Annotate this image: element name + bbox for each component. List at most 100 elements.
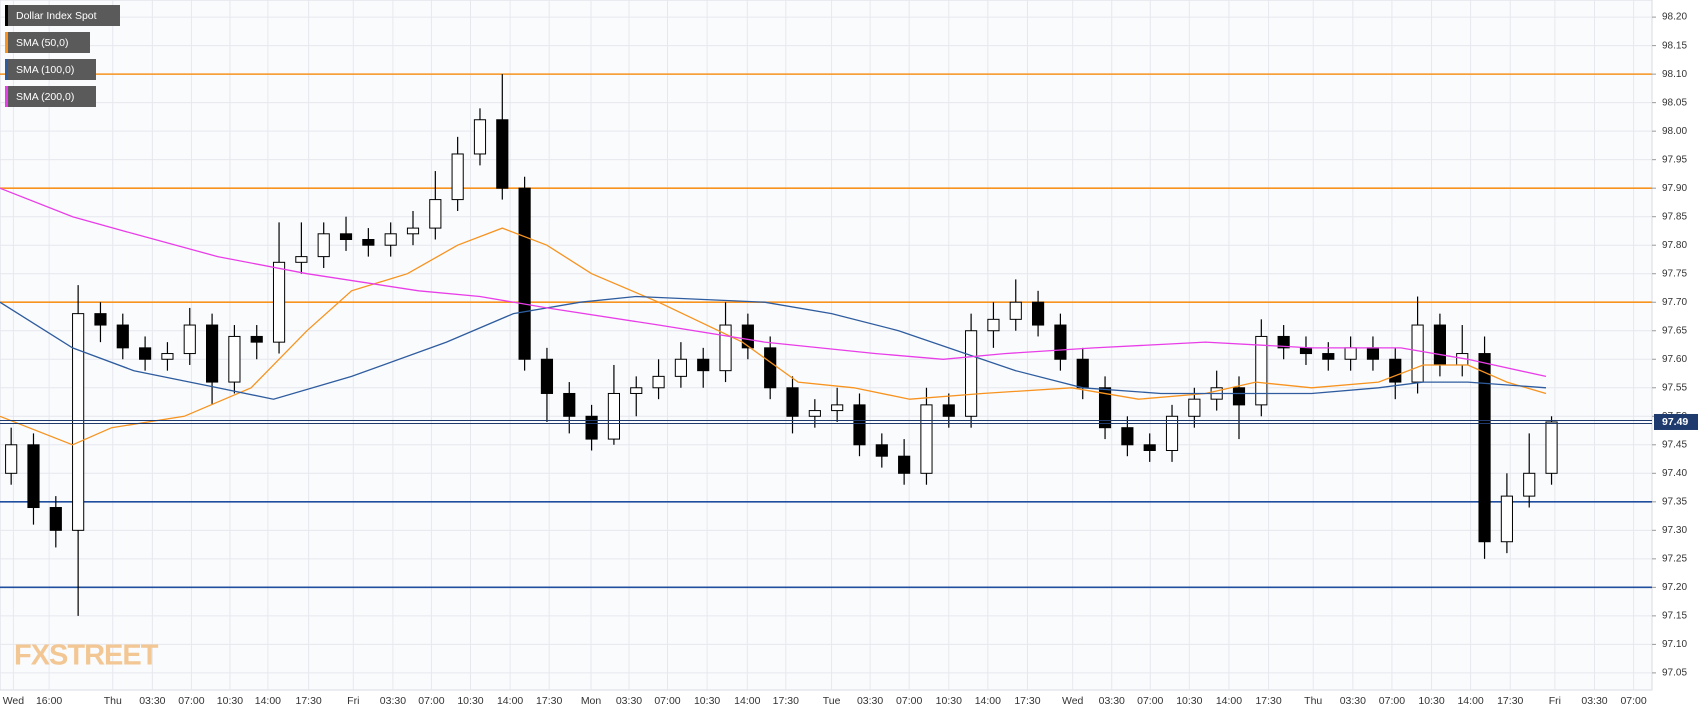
legend-swatch [5, 5, 8, 26]
x-tick-label: 17:30 [536, 695, 562, 707]
x-tick-label: 14:00 [1216, 695, 1242, 707]
candle-body [27, 444, 40, 509]
y-tick-label: 97.25 [1662, 553, 1687, 564]
candle-body [228, 335, 241, 383]
candle-body [94, 313, 107, 326]
y-tick-label: 97.60 [1662, 354, 1687, 365]
y-tick-label: 98.10 [1662, 69, 1687, 80]
x-tick-label: 07:00 [1137, 695, 1163, 707]
candle-body [1433, 324, 1447, 366]
candle-body [1344, 347, 1357, 360]
y-tick-label: 97.35 [1662, 496, 1687, 507]
candle-body [1032, 301, 1045, 326]
candle-body [49, 507, 62, 531]
candle-body [920, 404, 933, 474]
sma-line [0, 227, 1547, 446]
candle-body [831, 404, 844, 412]
legend-swatch [5, 86, 8, 107]
candle-body [808, 410, 821, 417]
candle-body [496, 119, 509, 189]
candle-body [72, 313, 85, 531]
candle-body [1389, 358, 1402, 383]
x-tick-label: 14:00 [497, 695, 523, 707]
legend-swatch [5, 59, 8, 80]
x-tick-label: 03:30 [857, 695, 883, 707]
candle-body [652, 375, 665, 389]
legend-box [5, 5, 120, 26]
y-tick-label: 98.15 [1662, 40, 1687, 51]
x-tick-label: 03:30 [1581, 695, 1607, 707]
y-tick-label: 98.05 [1662, 97, 1687, 108]
candle-body [1545, 421, 1558, 474]
legend-box [5, 59, 96, 80]
y-tick-label: 97.30 [1662, 525, 1687, 536]
candle-body [317, 233, 330, 258]
x-tick-label: 07:00 [654, 695, 680, 707]
legend-label: SMA (50,0) [16, 37, 69, 49]
last-price-label: 97.49 [1662, 416, 1688, 428]
candle-body [786, 387, 799, 417]
last-price-box [1654, 413, 1698, 430]
x-tick-label: Wed [1062, 695, 1084, 707]
candle-body [1054, 324, 1067, 360]
x-tick-label: 14:00 [975, 695, 1001, 707]
candle-body [741, 324, 754, 349]
x-tick-label: Mon [581, 695, 602, 707]
x-tick-label: 17:30 [1255, 695, 1281, 707]
x-tick-label: 03:30 [1340, 695, 1366, 707]
candle-body [116, 324, 129, 349]
y-tick-label: 97.95 [1662, 154, 1687, 165]
y-tick-label: 97.70 [1662, 297, 1687, 308]
candle-body [1411, 324, 1424, 383]
x-tick-label: 03:30 [1099, 695, 1125, 707]
x-tick-label: 14:00 [255, 695, 281, 707]
x-tick-label: Fri [1549, 695, 1561, 707]
candle-body [1366, 347, 1380, 360]
candle-body [406, 227, 420, 235]
candle-body [339, 233, 353, 241]
candle-body [719, 324, 732, 372]
candle-body [697, 358, 710, 372]
candle-body [1500, 495, 1513, 543]
candle-body [1098, 387, 1112, 429]
candle-body [139, 347, 152, 360]
candle-body [563, 392, 576, 417]
candle-body [1009, 301, 1022, 320]
sma-line [0, 187, 1547, 378]
candle-body [1232, 387, 1246, 406]
y-tick-label: 98.00 [1662, 126, 1687, 137]
candle-body [473, 119, 487, 155]
y-tick-label: 98.20 [1662, 12, 1687, 23]
candle-body [875, 444, 888, 457]
watermark: FXSTREET [14, 640, 159, 672]
candle-body [1143, 444, 1156, 451]
candle-body [1076, 358, 1089, 389]
y-tick-label: 97.20 [1662, 582, 1687, 593]
x-tick-label: 03:30 [139, 695, 165, 707]
x-tick-label: 14:00 [1457, 695, 1483, 707]
candle-body [1165, 415, 1179, 451]
y-tick-label: 97.10 [1662, 639, 1687, 650]
candle-body [161, 353, 174, 360]
candle-body [607, 392, 620, 440]
candle-body [1277, 335, 1290, 349]
legend-label: SMA (100,0) [16, 64, 74, 76]
x-tick-label: 16:00 [36, 695, 62, 707]
sma-line [0, 295, 1547, 400]
candle-body [942, 404, 955, 417]
y-tick-label: 97.75 [1662, 268, 1687, 279]
x-tick-label: Wed [3, 695, 25, 707]
legend-box [5, 86, 96, 107]
x-tick-label: 14:00 [734, 695, 760, 707]
candle-body [272, 261, 286, 343]
y-tick-label: 97.05 [1662, 668, 1687, 679]
x-tick-label: 07:00 [1379, 695, 1405, 707]
candle-body [987, 318, 1000, 332]
legend-swatch [5, 32, 8, 53]
x-tick-label: 10:30 [457, 695, 483, 707]
x-tick-label: Fri [347, 695, 359, 707]
candle-body [1478, 353, 1491, 543]
candle-body [674, 358, 687, 377]
candle-body [1523, 472, 1536, 497]
